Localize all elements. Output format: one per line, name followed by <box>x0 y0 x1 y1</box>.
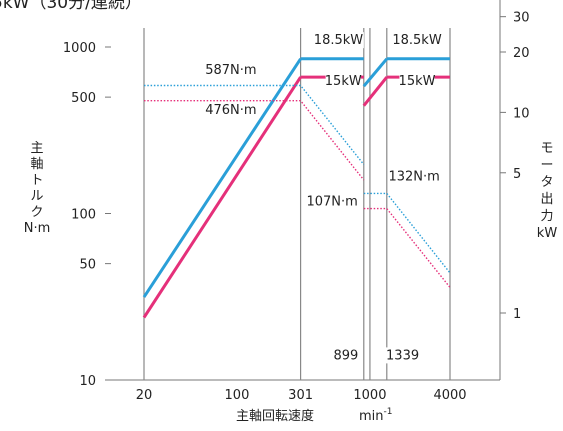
annotation-bg <box>391 32 443 49</box>
power-line <box>142 57 302 298</box>
chart-title: 5kW（30分/連続） <box>0 0 142 13</box>
left-tick-label: 1000 <box>63 41 96 56</box>
axis-title-char: kW <box>537 226 558 241</box>
x-tick-label: 1000 <box>353 388 386 403</box>
left-tick-label: 50 <box>79 258 96 273</box>
annotation-bg <box>313 32 364 49</box>
power-line <box>142 76 302 319</box>
annotation-label: 15kW <box>325 74 362 89</box>
axis-title-char: 出 <box>540 192 553 207</box>
right-tick-label: 30 <box>513 11 530 26</box>
annotation-bg <box>332 347 360 364</box>
annotation-label: 132N·m <box>388 169 439 184</box>
chart-annotations: 18.5kW 15kW 18.5kW 15kW 587N·m 476N·m 132N·m 10… <box>205 32 443 364</box>
annotation-bg <box>325 73 361 90</box>
x-axis-title: 主軸回転速度 <box>236 408 314 424</box>
annotation-bg <box>388 168 440 185</box>
torque-line <box>363 192 451 274</box>
annotation-label: 107N·m <box>306 194 357 209</box>
right-tick-label: 10 <box>513 106 530 121</box>
x-tick-label: 20 <box>136 388 153 403</box>
power-line <box>362 76 388 107</box>
annotation-label: 899 <box>334 348 359 363</box>
axis-title-char: 力 <box>540 209 553 224</box>
annotation-bg <box>399 73 435 90</box>
annotation-label: 1339 <box>386 348 419 363</box>
speed-gridlines <box>143 28 451 380</box>
annotation-label: 587N·m <box>205 63 256 78</box>
right-tick-label: 1 <box>513 307 521 322</box>
x-axis-unit: min-1 <box>359 407 393 424</box>
left-tick-label: 500 <box>71 91 96 106</box>
axis-title-char: ル <box>30 189 43 204</box>
axis-title-char: N·m <box>24 221 51 236</box>
right-tick-label: 5 <box>513 167 521 182</box>
axis-title-char: 主 <box>30 141 43 156</box>
torque-line <box>144 84 365 165</box>
left-axis-ticks: 10 50 100 500 1000 <box>63 41 111 389</box>
axis-title-char: ー <box>540 158 553 173</box>
left-tick-label: 10 <box>79 374 96 389</box>
annotation-bg <box>306 193 358 210</box>
annotation-label: 15kW <box>399 74 436 89</box>
axis-title-char: モ <box>540 141 553 156</box>
right-tick-label: 20 <box>513 46 530 61</box>
x-axis-ticks: 20 100 301 1000 4000 <box>136 388 467 403</box>
torque-line <box>363 207 451 288</box>
annotation-label: 18.5kW <box>314 33 363 48</box>
axis-title-char: タ <box>540 175 553 190</box>
annotation-bg <box>205 61 257 78</box>
left-tick-label: 100 <box>71 208 96 223</box>
x-tick-label: 100 <box>225 388 250 403</box>
axis-title-char: ト <box>30 173 43 188</box>
right-axis-ticks: 1 5 10 20 30 <box>500 11 530 322</box>
power-line <box>362 57 388 88</box>
x-tick-label: 301 <box>288 388 313 403</box>
annotation-label: 18.5kW <box>392 33 441 48</box>
axis-title-char: 軸 <box>30 157 43 172</box>
annotation-bg <box>384 347 421 364</box>
axis-title-char: ク <box>30 205 43 220</box>
annotation-label: 476N·m <box>205 103 256 118</box>
chart-series <box>142 57 451 319</box>
annotation-bg <box>205 102 257 119</box>
x-tick-label: 4000 <box>433 388 466 403</box>
